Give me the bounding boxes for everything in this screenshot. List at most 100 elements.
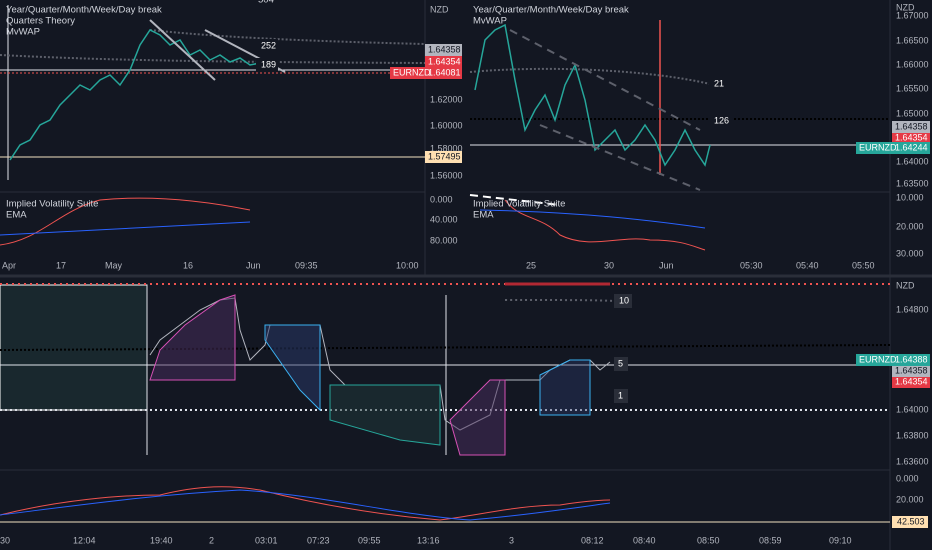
- indicator-name: Quarters Theory: [6, 16, 75, 27]
- time-tick: 2: [209, 535, 214, 545]
- price-tick: 1.66000: [896, 59, 929, 69]
- price-tag: [892, 366, 930, 377]
- time-tick: 30: [604, 260, 614, 270]
- indicator-name: Implied Volatility Suite: [473, 199, 565, 210]
- zone: [449, 379, 506, 456]
- price-tick: 1.58000: [430, 143, 463, 153]
- count: 5: [618, 358, 623, 368]
- axis-unit: NZD: [896, 2, 915, 12]
- indicator-tick: 80.000: [430, 235, 458, 245]
- count-box: [614, 389, 628, 403]
- time-tick: 19:40: [150, 535, 173, 545]
- iv-break: [469, 194, 561, 206]
- time-tick: 07:23: [307, 535, 330, 545]
- price-tag-text: 1.57495: [428, 151, 461, 161]
- count-box: [709, 77, 729, 90]
- price-tick: 1.63500: [896, 178, 929, 188]
- indicator-name: Year/Quarter/Month/Week/Day break: [6, 5, 162, 16]
- price-tick: 1.60000: [430, 120, 463, 130]
- time-tick: 08:50: [697, 535, 720, 545]
- price-tick: 1.63600: [896, 456, 929, 466]
- indicator-tick: 40.000: [430, 214, 458, 224]
- indicator-name: MvWAP: [6, 27, 40, 38]
- iv-line: [0, 486, 611, 521]
- axis-unit: NZD: [896, 280, 915, 290]
- price-tag-text: 1.64358: [895, 121, 928, 131]
- indicator-tick: 0.000: [430, 194, 453, 204]
- price-tag: [892, 133, 930, 144]
- count: 504: [258, 0, 274, 6]
- mvwap: [469, 67, 711, 85]
- price-tick: 1.64000: [896, 156, 929, 166]
- time-axis: 30 12:04 19:40 2 03:01 07:23 09:55 13:16 3 08:12 0…: [0, 535, 852, 545]
- zone: [149, 294, 236, 381]
- price-tag-text: 1.64358: [895, 365, 928, 375]
- price-tag-text: 1.64354: [428, 56, 461, 66]
- time-tick: 17: [56, 260, 66, 270]
- channel: [509, 29, 701, 131]
- price-tag-text: 1.64388: [895, 354, 928, 364]
- price-tag-text: 1.64244: [895, 142, 928, 152]
- indicator-tick: 10.000: [896, 192, 924, 202]
- time-tick: 05:30: [740, 260, 763, 270]
- price-tag: [390, 67, 462, 79]
- symbol-tag: EURNZD: [859, 142, 897, 152]
- symbol-tag: EURNZD: [859, 354, 897, 364]
- count-box: [614, 357, 628, 371]
- box: [0, 284, 148, 411]
- time-tick: 25: [526, 260, 536, 270]
- time-tick: 05:50: [852, 260, 875, 270]
- time-tick: 12:04: [73, 535, 96, 545]
- count-box: [256, 58, 278, 71]
- time-tick: Apr: [2, 260, 16, 270]
- time-tick: May: [105, 260, 123, 270]
- indicator-name: MvWAP: [473, 16, 507, 27]
- price-tag: [856, 142, 930, 154]
- time-tick: 3: [509, 535, 514, 545]
- indicator-name: Implied Volatility Suite: [6, 199, 98, 210]
- time-tick: 09:35: [295, 260, 318, 270]
- count: 252: [261, 40, 276, 50]
- price-tag: [892, 121, 930, 133]
- channel: [539, 124, 701, 191]
- indicator-tick: 30.000: [896, 248, 924, 258]
- count-box: [614, 294, 632, 308]
- axis-unit: NZD: [430, 4, 449, 14]
- price-tick: 1.65000: [896, 108, 929, 118]
- time-tick: 09:55: [358, 535, 381, 545]
- iv-line: [504, 199, 706, 251]
- count: 10: [619, 295, 629, 305]
- count-box: [709, 114, 733, 127]
- price-tick: 1.62000: [430, 94, 463, 104]
- indicator-tick: 0.000: [896, 473, 919, 483]
- price-tag: [892, 377, 930, 388]
- ema-line: [479, 209, 706, 229]
- symbol-tag: EURNZD: [393, 67, 431, 77]
- indicator-tick: 20.000: [896, 221, 924, 231]
- price-chart: [469, 20, 890, 251]
- time-tick: 10:00: [396, 260, 419, 270]
- price-tick: 1.65500: [896, 83, 929, 93]
- time-tick: 16: [183, 260, 193, 270]
- mvwap: [149, 29, 426, 45]
- channel: [149, 19, 216, 81]
- zone: [329, 384, 441, 446]
- count: 189: [261, 59, 276, 69]
- price-path: [474, 23, 711, 167]
- price-tag-text: 1.64358: [428, 44, 461, 54]
- price-path: [9, 29, 261, 161]
- price-tick: 1.67000: [896, 10, 929, 20]
- price-tag: [425, 151, 462, 163]
- zone: [264, 324, 321, 412]
- price-tick: 1.56000: [430, 170, 463, 180]
- time-tick: 08:12: [581, 535, 604, 545]
- ema-line: [0, 221, 251, 236]
- price-tick: 1.64800: [896, 304, 929, 314]
- price-tag: [425, 56, 462, 68]
- price-tick: 1.63800: [896, 430, 929, 440]
- time-tick: 03:01: [255, 535, 278, 545]
- time-tick: 13:16: [417, 535, 440, 545]
- time-tick: 08:40: [633, 535, 656, 545]
- count-box: [256, 39, 278, 52]
